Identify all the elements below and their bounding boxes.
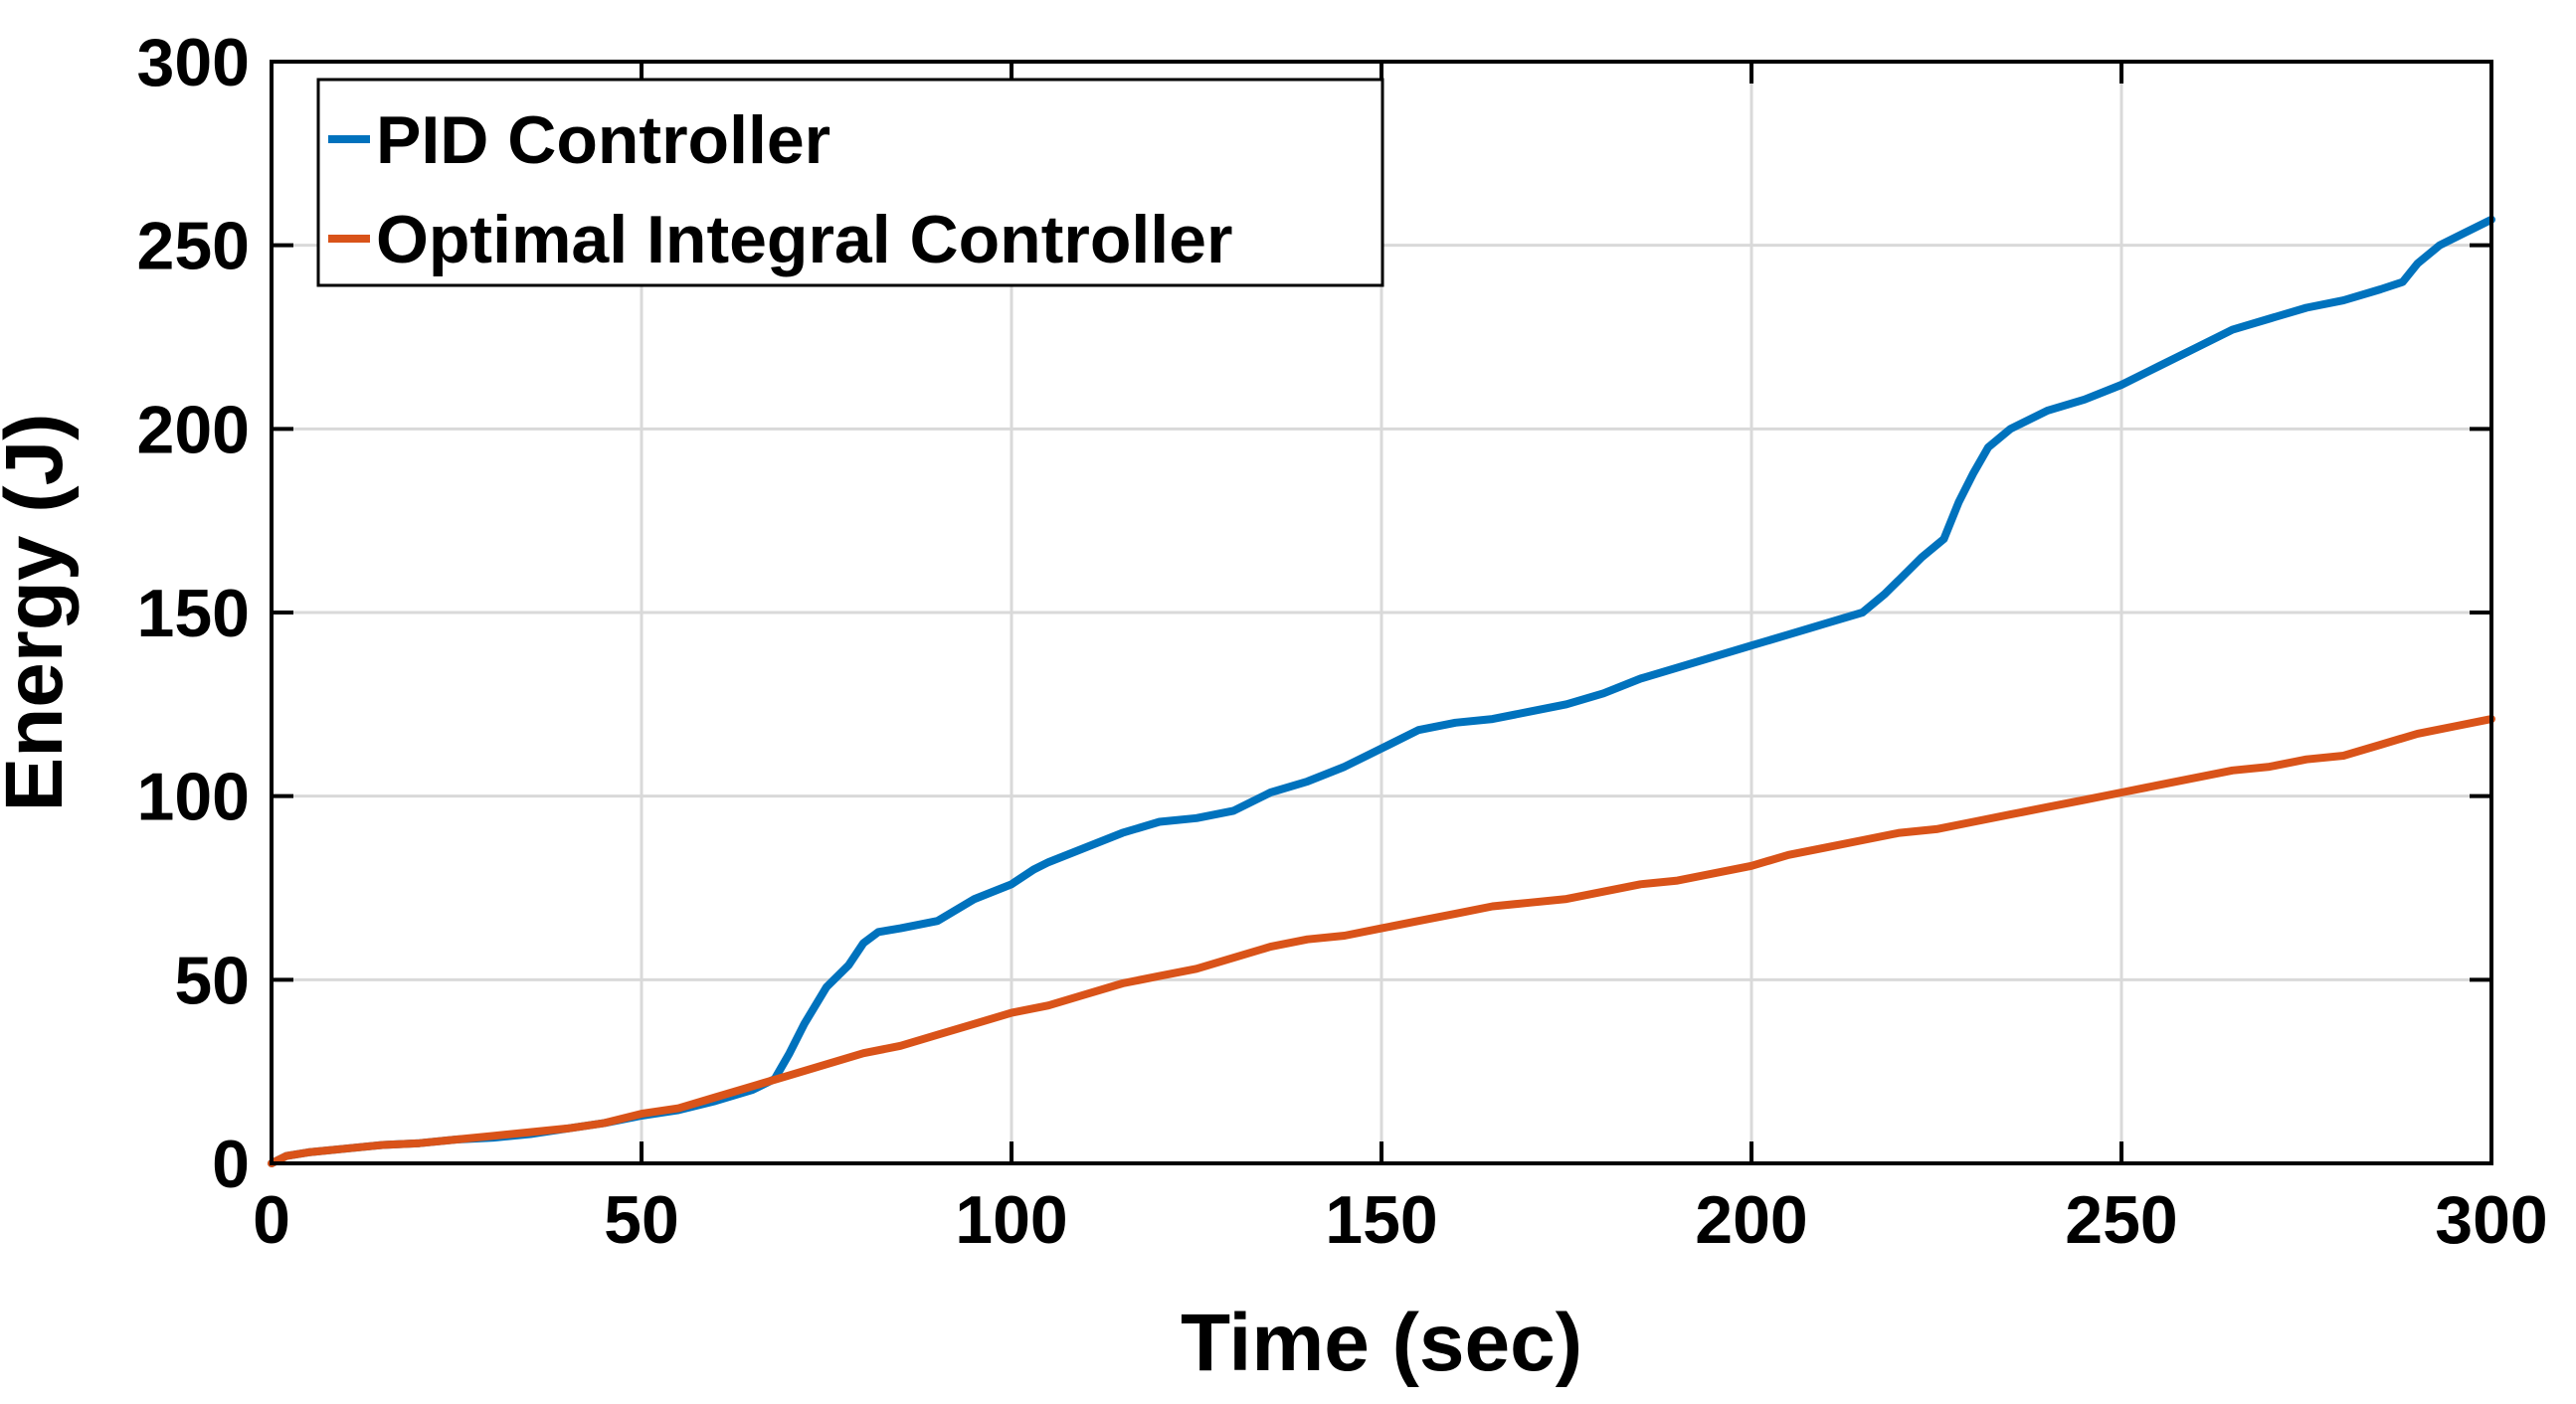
y-tick-label: 0 (212, 1127, 250, 1202)
x-tick-label: 300 (2435, 1182, 2547, 1258)
y-tick-label: 300 (137, 25, 250, 100)
x-axis-label: Time (sec) (1181, 1298, 1582, 1388)
x-tick-label: 250 (2065, 1182, 2177, 1258)
series-layer (268, 215, 2495, 1167)
y-tick-label: 100 (137, 760, 250, 835)
axis-ticks (270, 60, 2493, 1165)
legend-box (316, 78, 1384, 287)
y-tick-label: 150 (137, 576, 250, 651)
y-tick-labels: 0 50 100 150 200 250 300 (137, 25, 250, 1202)
series-line-optimal-integral (268, 715, 2495, 1167)
x-tick-label: 200 (1695, 1182, 1807, 1258)
y-tick-label: 250 (137, 209, 250, 284)
x-tick-labels: 0 50 100 150 200 250 300 (253, 1182, 2548, 1258)
y-tick-label: 200 (137, 392, 250, 467)
y-axis-label: Energy (J) (0, 414, 80, 812)
legend: PID Controller Optimal Integral Controll… (316, 78, 1384, 287)
legend-label-pid: PID Controller (376, 102, 830, 178)
x-tick-label: 100 (955, 1182, 1067, 1258)
x-tick-label: 150 (1325, 1182, 1437, 1258)
legend-label-optimal-integral: Optimal Integral Controller (376, 202, 1232, 277)
x-tick-label: 50 (604, 1182, 679, 1258)
y-tick-label: 50 (174, 943, 250, 1018)
x-tick-label: 0 (253, 1182, 290, 1258)
